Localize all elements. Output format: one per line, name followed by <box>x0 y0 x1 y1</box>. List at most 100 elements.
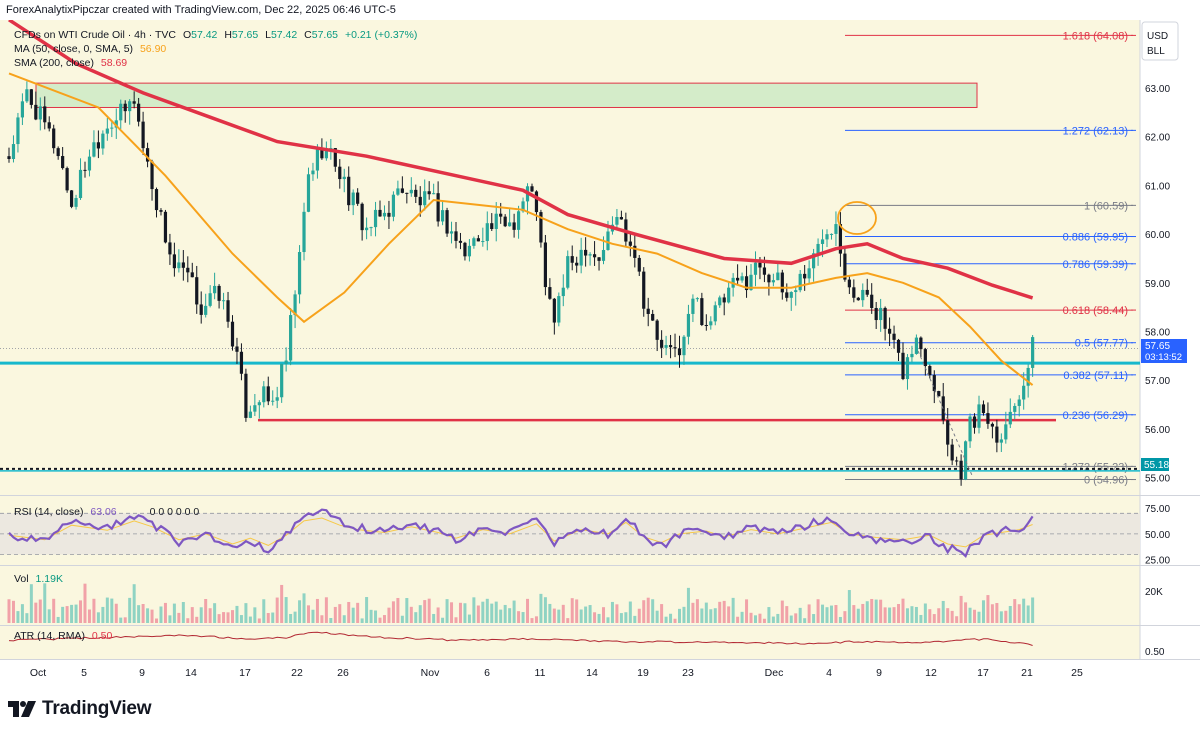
volume-bar <box>1004 610 1008 623</box>
volume-bar <box>821 604 825 623</box>
candle <box>338 159 342 189</box>
currency-box[interactable] <box>1141 21 1179 61</box>
y-tick-3: 58.00 <box>1145 328 1170 339</box>
candle <box>883 306 887 341</box>
tradingview-logo[interactable]: TradingView <box>8 698 152 720</box>
candle <box>342 168 346 193</box>
volume-bar <box>691 602 695 623</box>
volume-bar <box>405 598 409 623</box>
candle <box>981 400 986 416</box>
volume-bar <box>946 608 950 623</box>
volume-bar <box>517 611 521 623</box>
candle <box>226 291 230 328</box>
volume-tick: 20K <box>1145 587 1163 598</box>
candle <box>347 166 351 211</box>
volume-bar <box>342 615 346 623</box>
volume-bar <box>74 604 78 623</box>
volume-bar <box>302 593 306 623</box>
open-value: 57.42 <box>191 29 217 41</box>
bar-countdown: 03:13:52 <box>1145 352 1182 363</box>
volume-bar <box>602 607 606 623</box>
candle <box>275 386 279 409</box>
candle <box>418 186 422 217</box>
candle <box>543 234 547 296</box>
volume-bar <box>990 604 994 623</box>
candle <box>704 314 708 331</box>
candle <box>646 297 650 327</box>
candle <box>615 208 619 229</box>
y-tick-4: 59.00 <box>1145 279 1170 290</box>
volume-bar <box>905 608 909 623</box>
volume-bar <box>195 616 199 623</box>
candle <box>195 265 199 314</box>
candle <box>807 260 811 284</box>
candle <box>570 245 574 271</box>
candle <box>736 264 740 285</box>
volume-bar <box>43 583 47 623</box>
volume-bar <box>25 613 29 623</box>
volume-bar <box>941 600 945 623</box>
candle <box>1004 411 1008 444</box>
candle <box>901 342 905 381</box>
volume-bar <box>472 597 476 623</box>
candle <box>306 167 311 213</box>
volume-bar <box>467 614 471 623</box>
candle <box>78 158 83 200</box>
volume-bar <box>704 602 708 623</box>
ma50-legend: MA (50, close, 0, SMA, 5) 56.90 <box>14 43 166 55</box>
volume-bar <box>409 606 413 623</box>
volume-layer <box>7 583 1035 623</box>
volume-bar <box>235 605 239 623</box>
volume-bar <box>758 613 762 623</box>
candle <box>101 130 105 155</box>
candle <box>566 250 570 290</box>
candle <box>995 419 999 453</box>
volume-bar <box>834 605 838 623</box>
candle <box>932 370 936 404</box>
x-tick-18: 21 <box>1021 667 1033 679</box>
volume-bar <box>999 611 1003 623</box>
volume-bar <box>351 607 355 623</box>
price-chart[interactable]: 1.618 (64.08) 1.272 (62.13) 1 (60.59) 0.886… <box>0 20 1200 695</box>
candle <box>928 364 932 379</box>
candle <box>575 256 579 273</box>
volume-bar <box>391 601 395 623</box>
x-tick-5: 22 <box>291 667 303 679</box>
volume-bar <box>633 615 637 623</box>
volume-bar <box>803 618 807 623</box>
candle <box>637 254 641 277</box>
volume-bar <box>843 611 847 623</box>
candle <box>718 295 722 308</box>
fib-label-3: 0.886 (59.95) <box>1063 232 1128 244</box>
volume-bar <box>445 599 449 623</box>
candle <box>297 245 302 304</box>
candle <box>749 263 753 291</box>
candle <box>847 275 851 294</box>
x-tick-2: 9 <box>139 667 145 679</box>
volume-bar <box>593 612 597 623</box>
candle <box>780 269 784 300</box>
candle <box>1017 395 1021 417</box>
candle <box>427 181 431 200</box>
volume-bar <box>79 600 83 623</box>
atr-value: 0.50 <box>92 630 113 642</box>
candle <box>52 124 56 154</box>
volume-bar <box>651 599 655 623</box>
candle <box>628 233 632 257</box>
volume-bar <box>369 609 373 623</box>
volume-bar <box>16 611 20 623</box>
candle <box>230 315 235 351</box>
volume-bar <box>476 605 480 623</box>
rsi-layer: 75.00 50.00 25.00 <box>0 504 1170 567</box>
candle <box>369 226 373 237</box>
candle <box>798 269 802 293</box>
candle <box>834 211 838 246</box>
candle <box>494 202 498 242</box>
ma50-value: 56.90 <box>140 43 166 55</box>
volume-bar <box>508 608 512 623</box>
x-axis-labels: Oct 5 9 14 17 22 26 Nov 6 11 14 19 23 Dec 4 9 12 17 21 25 <box>30 667 1083 679</box>
candle <box>458 232 463 250</box>
candle <box>239 343 244 381</box>
volume-bar <box>360 618 364 623</box>
volume-bar <box>441 617 445 623</box>
